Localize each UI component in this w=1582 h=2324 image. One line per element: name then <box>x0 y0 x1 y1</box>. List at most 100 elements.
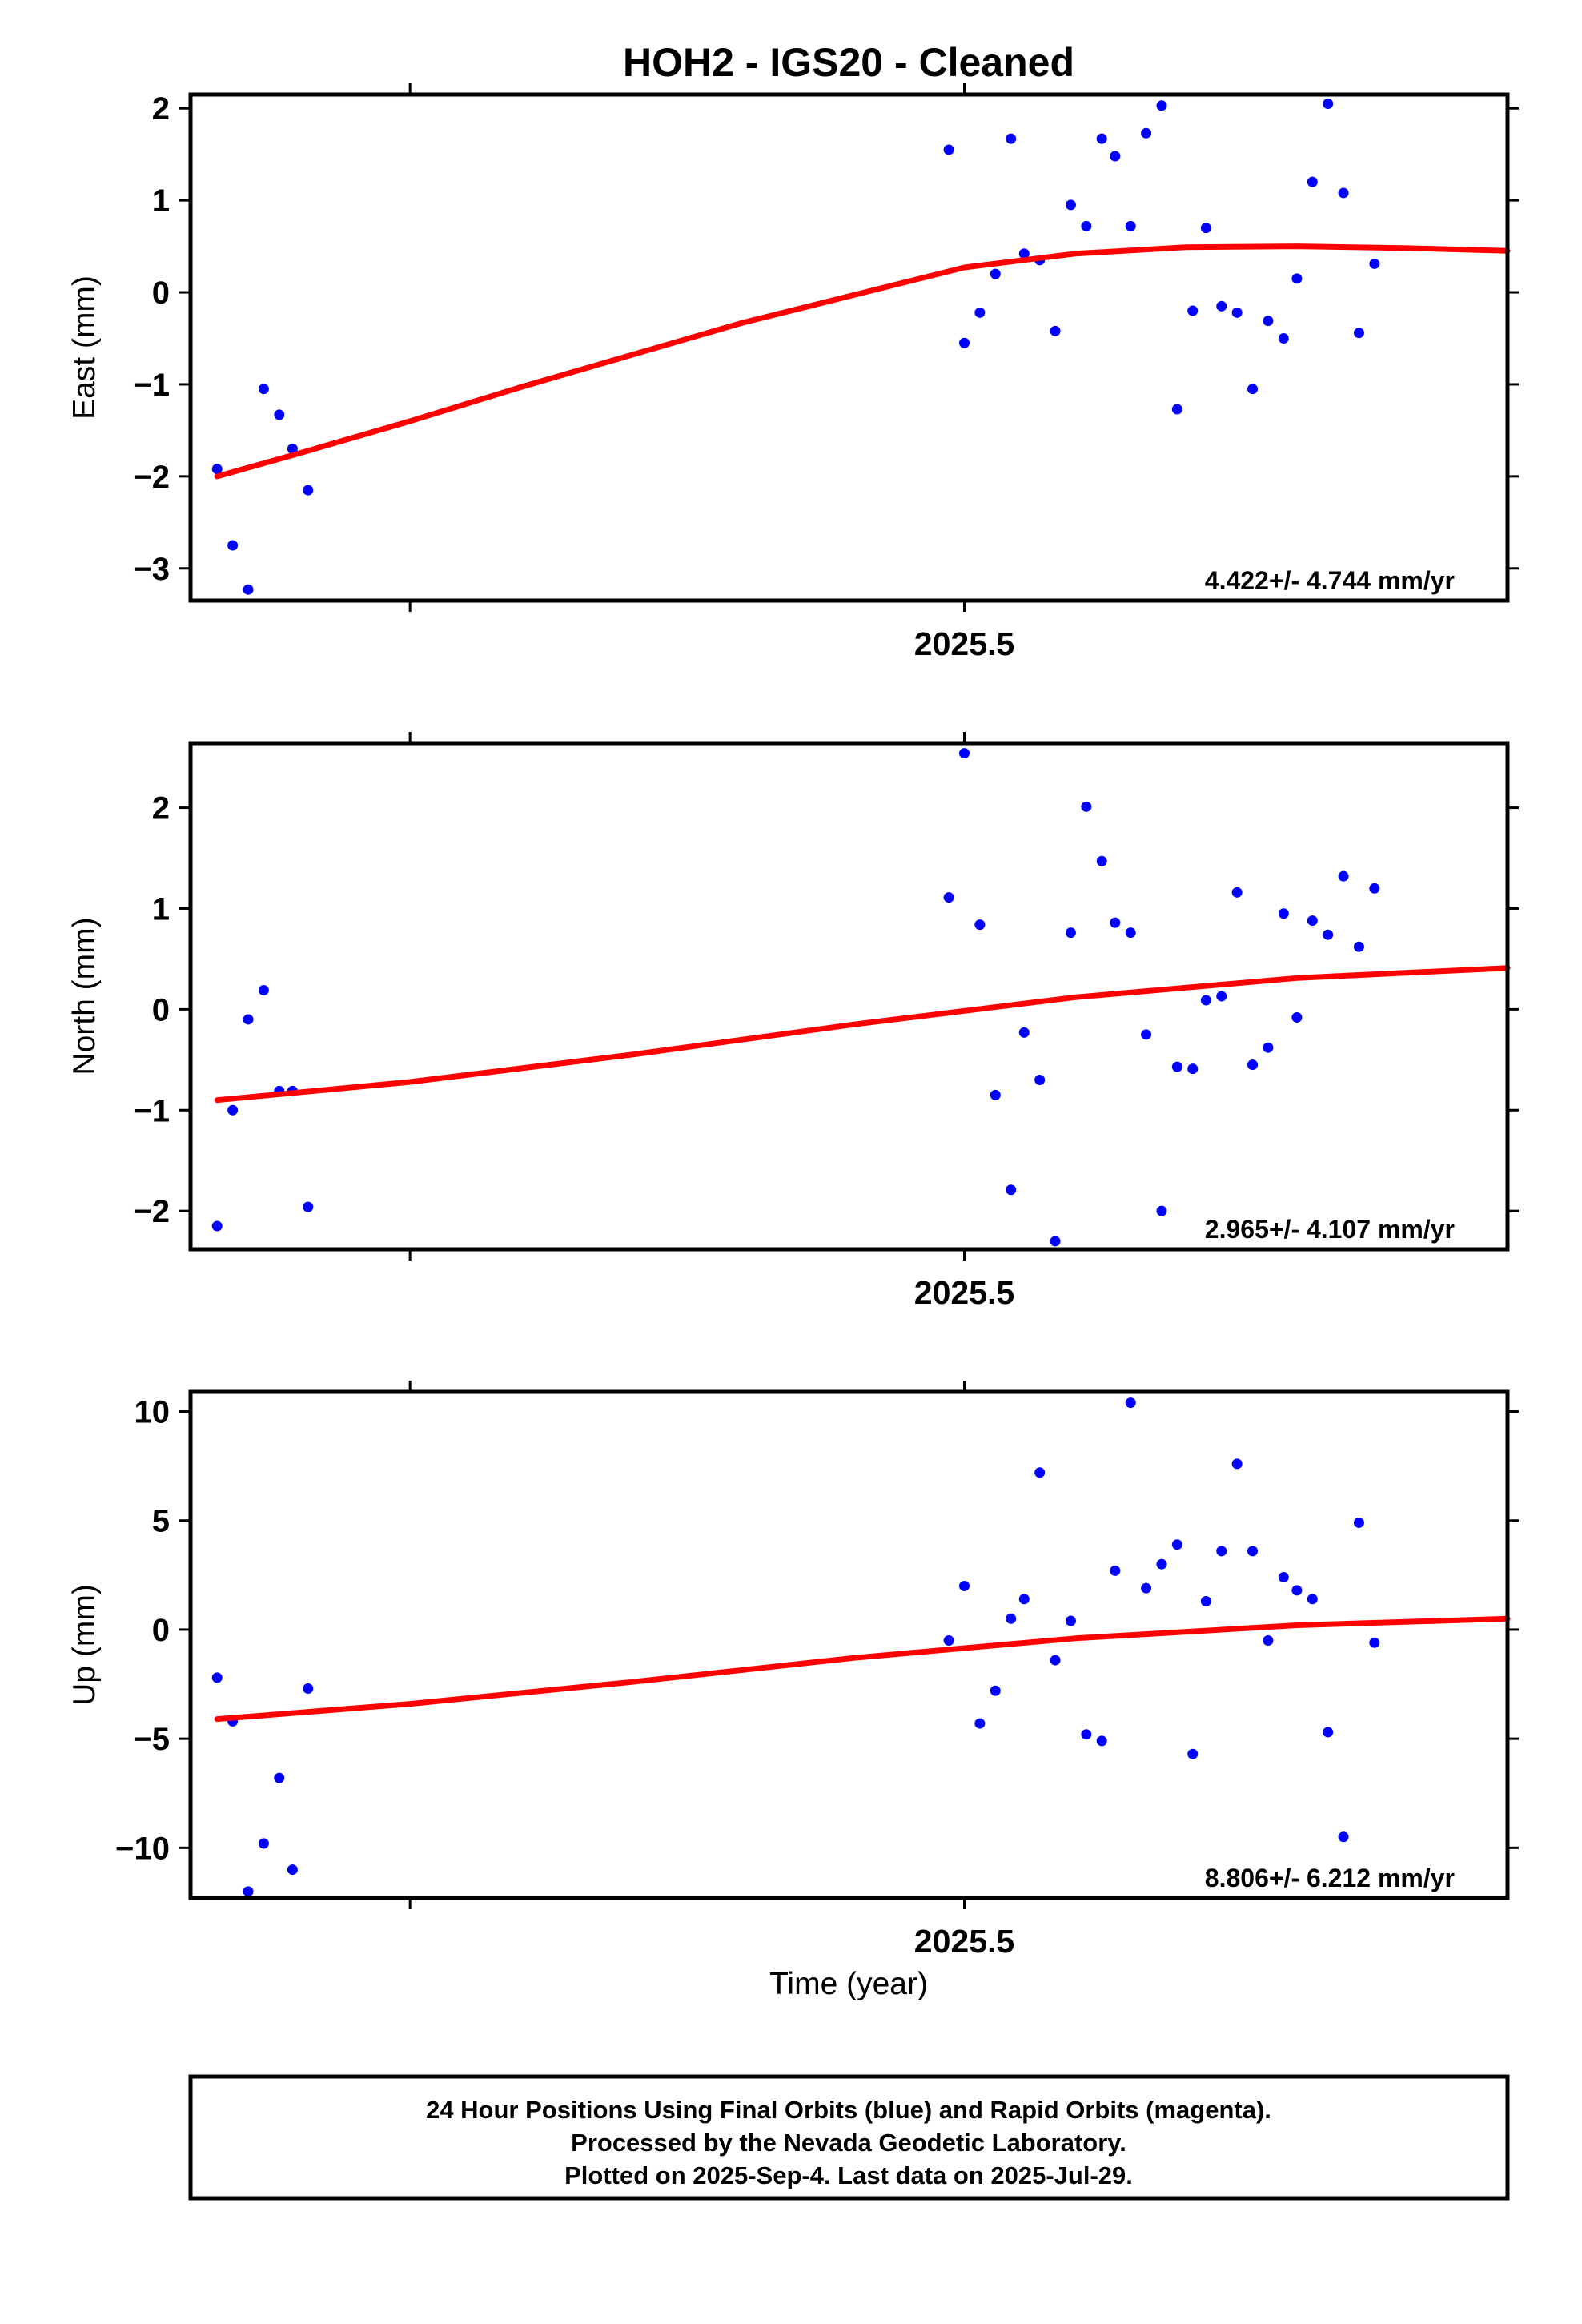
east-xtick-label: 2025.5 <box>914 625 1014 662</box>
north-data-point <box>1050 1236 1061 1247</box>
north-data-point <box>243 1014 254 1025</box>
north-data-point <box>1247 1059 1259 1071</box>
up-data-point <box>1247 1546 1259 1557</box>
north-data-point <box>1171 1061 1182 1072</box>
east-data-point <box>274 409 285 420</box>
north-data-point <box>1065 927 1076 939</box>
east-data-point <box>1110 151 1121 162</box>
east-data-point <box>1278 333 1289 344</box>
east-data-point <box>1263 316 1274 327</box>
up-fit-line <box>214 1615 1511 1723</box>
up-data-point <box>990 1685 1001 1696</box>
up-data-point <box>1034 1467 1046 1478</box>
up-data-point <box>258 1838 269 1849</box>
east-data-point <box>1247 384 1259 395</box>
up-data-point <box>943 1635 954 1647</box>
up-ytick-label: −5 <box>133 1722 170 1757</box>
north-rate-annotation: 2.965+/- 4.107 mm/yr <box>1205 1215 1455 1244</box>
up-data-point <box>1125 1397 1136 1409</box>
north-data-point <box>1110 917 1121 928</box>
east-data-point <box>1156 100 1167 111</box>
up-data-point <box>974 1718 986 1729</box>
up-data-point <box>274 1772 285 1783</box>
east-data-point <box>1338 187 1349 199</box>
north-data-point <box>303 1201 314 1212</box>
x-axis-label: Time (year) <box>769 1967 928 2001</box>
up-data-point <box>1006 1613 1017 1624</box>
east-data-point <box>1323 98 1334 109</box>
north-data-point <box>990 1089 1001 1100</box>
east-data-point <box>303 485 314 496</box>
east-data-point <box>258 384 269 395</box>
north-data-point <box>1323 929 1334 940</box>
up-data-point <box>303 1683 314 1694</box>
chart-title: HOH2 - IGS20 - Cleaned <box>623 40 1074 85</box>
up-ytick-label: 10 <box>135 1395 171 1430</box>
east-data-point <box>1307 176 1318 187</box>
up-data-point <box>1369 1637 1380 1648</box>
north-data-point <box>943 892 954 903</box>
north-data-point <box>211 1220 223 1232</box>
north-ytick-label: 1 <box>152 891 170 927</box>
north-ytick-label: −2 <box>133 1194 170 1229</box>
up-data-point <box>1018 1594 1030 1605</box>
up-data-point <box>1050 1655 1061 1666</box>
up-plot-frame <box>188 1389 1510 1900</box>
east-data-point <box>1171 404 1182 415</box>
up-data-point <box>1263 1635 1274 1647</box>
north-ytick-label: 2 <box>152 791 170 826</box>
east-data-point <box>1065 199 1076 211</box>
east-data-point <box>974 307 986 318</box>
up-y-axis-label: Up (mm) <box>67 1584 102 1706</box>
north-data-point <box>1034 1074 1046 1085</box>
up-data-point <box>211 1672 223 1683</box>
east-data-point <box>1369 258 1380 269</box>
up-data-point <box>959 1580 970 1591</box>
north-fit-line <box>214 965 1511 1104</box>
east-data-point <box>1006 133 1017 144</box>
up-data-point <box>1200 1596 1211 1607</box>
footer-line-3: Plotted on 2025-Sep-4. Last data on 2025… <box>564 2161 1133 2189</box>
up-panel: 10 5 0 −5 −10 2025.5 Up (mm) 8.806+/- 6.212 mm/… <box>67 1381 1519 1960</box>
east-data-point <box>243 584 254 595</box>
north-data-point <box>974 919 986 931</box>
east-data-point <box>1231 307 1243 318</box>
east-ytick-label: 0 <box>152 275 170 311</box>
north-data-point <box>1369 883 1380 894</box>
north-ytick-label: −1 <box>133 1093 170 1128</box>
east-y-axis-label: East (mm) <box>67 275 102 420</box>
north-data-point <box>1125 927 1136 939</box>
up-data-point <box>1110 1565 1121 1576</box>
east-data-point <box>1081 220 1092 231</box>
footer-box <box>188 2074 1510 2201</box>
up-data-point <box>243 1886 254 1897</box>
east-data-point <box>959 337 970 348</box>
east-data-point <box>1050 325 1061 336</box>
north-data-point <box>258 984 269 995</box>
up-data-point <box>1323 1727 1334 1738</box>
north-data-point <box>1353 941 1364 952</box>
up-data-point <box>1187 1748 1199 1759</box>
north-y-axis-label: North (mm) <box>67 917 102 1075</box>
up-data-point <box>1338 1831 1349 1843</box>
east-data-point <box>1018 248 1030 259</box>
footer-line-1: 24 Hour Positions Using Final Orbits (bl… <box>426 2096 1271 2124</box>
east-data-point <box>287 443 298 454</box>
up-data-point <box>1353 1517 1364 1528</box>
up-data-point <box>1065 1615 1076 1626</box>
footer-line-2: Processed by the Nevada Geodetic Laborat… <box>571 2129 1126 2157</box>
up-data-point <box>1171 1539 1182 1550</box>
up-ytick-label: 0 <box>152 1613 170 1648</box>
north-data-point <box>1006 1184 1017 1196</box>
east-ytick-label: −1 <box>133 368 170 403</box>
east-ytick-label: 2 <box>152 91 170 127</box>
east-data-point <box>1200 223 1211 234</box>
north-data-point <box>959 748 970 759</box>
up-data-point <box>1156 1558 1167 1570</box>
up-data-point <box>1096 1735 1107 1747</box>
north-data-point <box>1216 991 1227 1002</box>
north-data-point <box>1018 1027 1030 1038</box>
north-data-point <box>1338 870 1349 882</box>
